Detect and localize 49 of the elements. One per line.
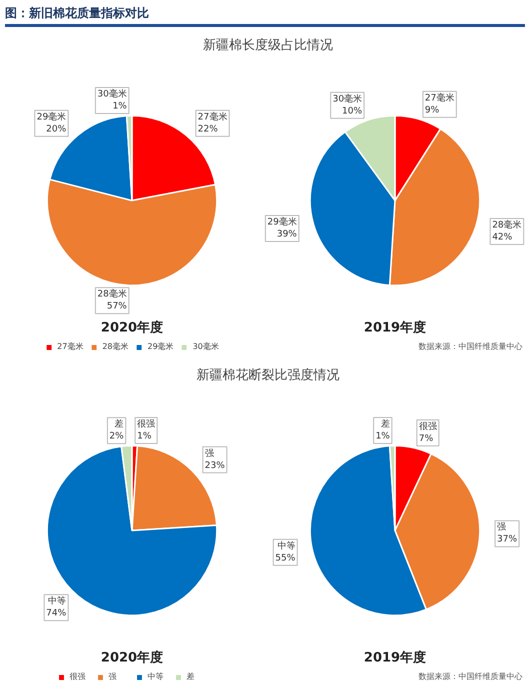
slice-label: 强 <box>497 522 506 533</box>
text: 新疆棉长度级占比情况 <box>203 37 333 55</box>
data-label: 37% <box>497 534 518 545</box>
legend-label: 差 <box>186 671 196 682</box>
slice-label: 差 <box>114 418 124 430</box>
slice-label: 强 <box>204 448 214 459</box>
slice-label: 29毫米 <box>267 216 297 228</box>
legend-label: 中等 <box>148 671 164 682</box>
data-label: 1% <box>137 431 152 442</box>
legend-label: 29毫米 <box>148 341 174 352</box>
data-label: 20% <box>46 124 67 134</box>
slice-label: 29毫米 <box>36 111 66 122</box>
data-label: 7% <box>418 434 434 444</box>
data-label: 57% <box>106 302 128 312</box>
data-label: 2% <box>109 432 124 442</box>
legend-label: 30毫米 <box>192 341 219 352</box>
slice-label: 差 <box>380 418 390 430</box>
source-note: 数据来源：中国纤维质量中心 <box>418 672 522 681</box>
data-label: 55% <box>275 553 296 564</box>
slice-label: 30毫米 <box>97 88 127 100</box>
slice-label: 很强 <box>418 420 437 432</box>
slice-label: 27毫米 <box>424 92 454 104</box>
legend-label: 强 <box>108 671 118 682</box>
text: 新疆棉花断裂比强度情况 <box>196 367 340 385</box>
text: 2020年度 <box>100 649 164 666</box>
text: 2019年度 <box>364 649 426 666</box>
text: 图：新旧棉花质量指标对比 <box>5 6 149 20</box>
data-label: 22% <box>198 124 218 134</box>
data-label: 39% <box>276 229 298 240</box>
data-label: 23% <box>204 460 226 471</box>
data-label: 1% <box>376 431 390 442</box>
text: 2020年度 <box>100 319 164 336</box>
data-label: 42% <box>492 232 513 242</box>
legend-label: 27毫米 <box>57 341 84 352</box>
slice-label: 28毫米 <box>492 219 522 230</box>
source-note: 数据来源：中国纤维质量中心 <box>418 342 522 351</box>
data-label: 9% <box>424 105 440 116</box>
data-label: 74% <box>46 608 67 619</box>
data-label: 1% <box>112 101 128 112</box>
slice-label: 30毫米 <box>332 93 362 104</box>
legend-label: 28毫米 <box>102 341 128 352</box>
slice-label: 很强 <box>137 418 156 430</box>
text: 2019年度 <box>364 319 426 336</box>
data-label: 10% <box>342 106 363 116</box>
slice-label: 中等 <box>48 596 66 607</box>
legend-label: 很强 <box>70 671 86 682</box>
slice-label: 中等 <box>277 540 296 552</box>
slice-label: 27毫米 <box>198 111 228 122</box>
slice-label: 28毫米 <box>97 288 127 300</box>
